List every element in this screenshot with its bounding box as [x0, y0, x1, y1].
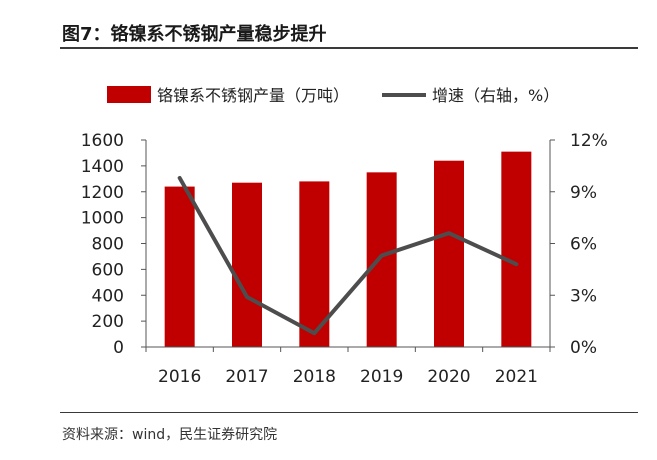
legend-label-line: 增速（右轴，%） [432, 86, 559, 105]
legend-swatch-bar [107, 86, 151, 103]
left-y-tick-label: 800 [92, 235, 124, 255]
right-y-tick-label: 12% [570, 131, 608, 151]
legend: 铬镍系不锈钢产量（万吨） 增速（右轴，%） [107, 86, 559, 105]
left-y-tick-label: 1400 [81, 157, 124, 177]
legend-label-bar: 铬镍系不锈钢产量（万吨） [157, 86, 349, 105]
title-rule [60, 47, 638, 49]
bar [366, 172, 397, 347]
figure-title: 图7：铬镍系不锈钢产量稳步提升 [62, 24, 327, 45]
bar [434, 160, 464, 347]
source-note: 资料来源：wind，民生证券研究院 [62, 427, 278, 443]
x-tick-label: 2021 [495, 367, 538, 387]
left-y-tick-label: 600 [92, 260, 124, 280]
left-y-tick-label: 400 [92, 286, 124, 306]
growth-line [177, 175, 519, 336]
bar-series [164, 151, 532, 347]
left-y-tick-label: 1000 [81, 209, 124, 229]
right-y-tick-label: 9% [570, 183, 597, 203]
bar [501, 151, 532, 347]
x-tick-label: 2020 [427, 367, 470, 387]
left-y-tick-label: 1600 [81, 131, 124, 151]
bar [232, 182, 262, 347]
right-y-tick-label: 6% [570, 235, 597, 255]
bar [164, 186, 195, 347]
x-tick-label: 2018 [293, 367, 336, 387]
source-rule [60, 412, 638, 413]
axes: 2016 2017 2018 2019 2020 2021 0 200 400 600 800 100… [81, 131, 608, 387]
left-y-tick-label: 0 [113, 338, 124, 358]
left-y-tick-label: 200 [92, 312, 124, 332]
x-tick-label: 2019 [360, 367, 403, 387]
left-y-tick-label: 1200 [81, 183, 124, 203]
right-y-tick-label: 0% [570, 338, 597, 358]
right-y-tick-label: 3% [570, 286, 597, 306]
line-series [177, 175, 519, 336]
x-tick-label: 2017 [225, 367, 268, 387]
x-tick-label: 2016 [158, 367, 201, 387]
